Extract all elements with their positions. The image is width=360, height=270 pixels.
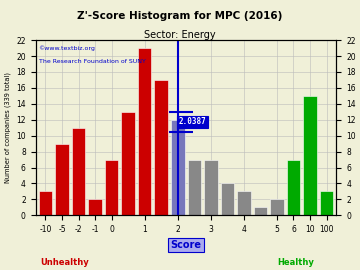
Bar bbox=[254, 207, 267, 215]
Text: 2.0387: 2.0387 bbox=[179, 117, 206, 126]
Bar bbox=[204, 160, 217, 215]
Text: Healthy: Healthy bbox=[277, 258, 314, 266]
Bar bbox=[270, 200, 284, 215]
Bar bbox=[55, 144, 69, 215]
Text: The Research Foundation of SUNY: The Research Foundation of SUNY bbox=[39, 59, 145, 64]
Text: Sector: Energy: Sector: Energy bbox=[144, 30, 216, 40]
X-axis label: Score: Score bbox=[171, 240, 202, 250]
Bar bbox=[171, 120, 185, 215]
Bar bbox=[88, 200, 102, 215]
Bar bbox=[105, 160, 118, 215]
Y-axis label: Number of companies (339 total): Number of companies (339 total) bbox=[4, 72, 11, 183]
Bar bbox=[72, 128, 85, 215]
Bar bbox=[320, 191, 333, 215]
Bar bbox=[303, 96, 317, 215]
Bar bbox=[39, 191, 52, 215]
Bar bbox=[237, 191, 251, 215]
Text: ©www.textbiz.org: ©www.textbiz.org bbox=[39, 45, 95, 51]
Bar bbox=[154, 80, 168, 215]
Bar bbox=[188, 160, 201, 215]
Bar bbox=[121, 112, 135, 215]
Bar bbox=[287, 160, 300, 215]
Bar bbox=[138, 48, 152, 215]
Bar bbox=[221, 184, 234, 215]
Text: Z'-Score Histogram for MPC (2016): Z'-Score Histogram for MPC (2016) bbox=[77, 11, 283, 21]
Text: Unhealthy: Unhealthy bbox=[40, 258, 89, 266]
